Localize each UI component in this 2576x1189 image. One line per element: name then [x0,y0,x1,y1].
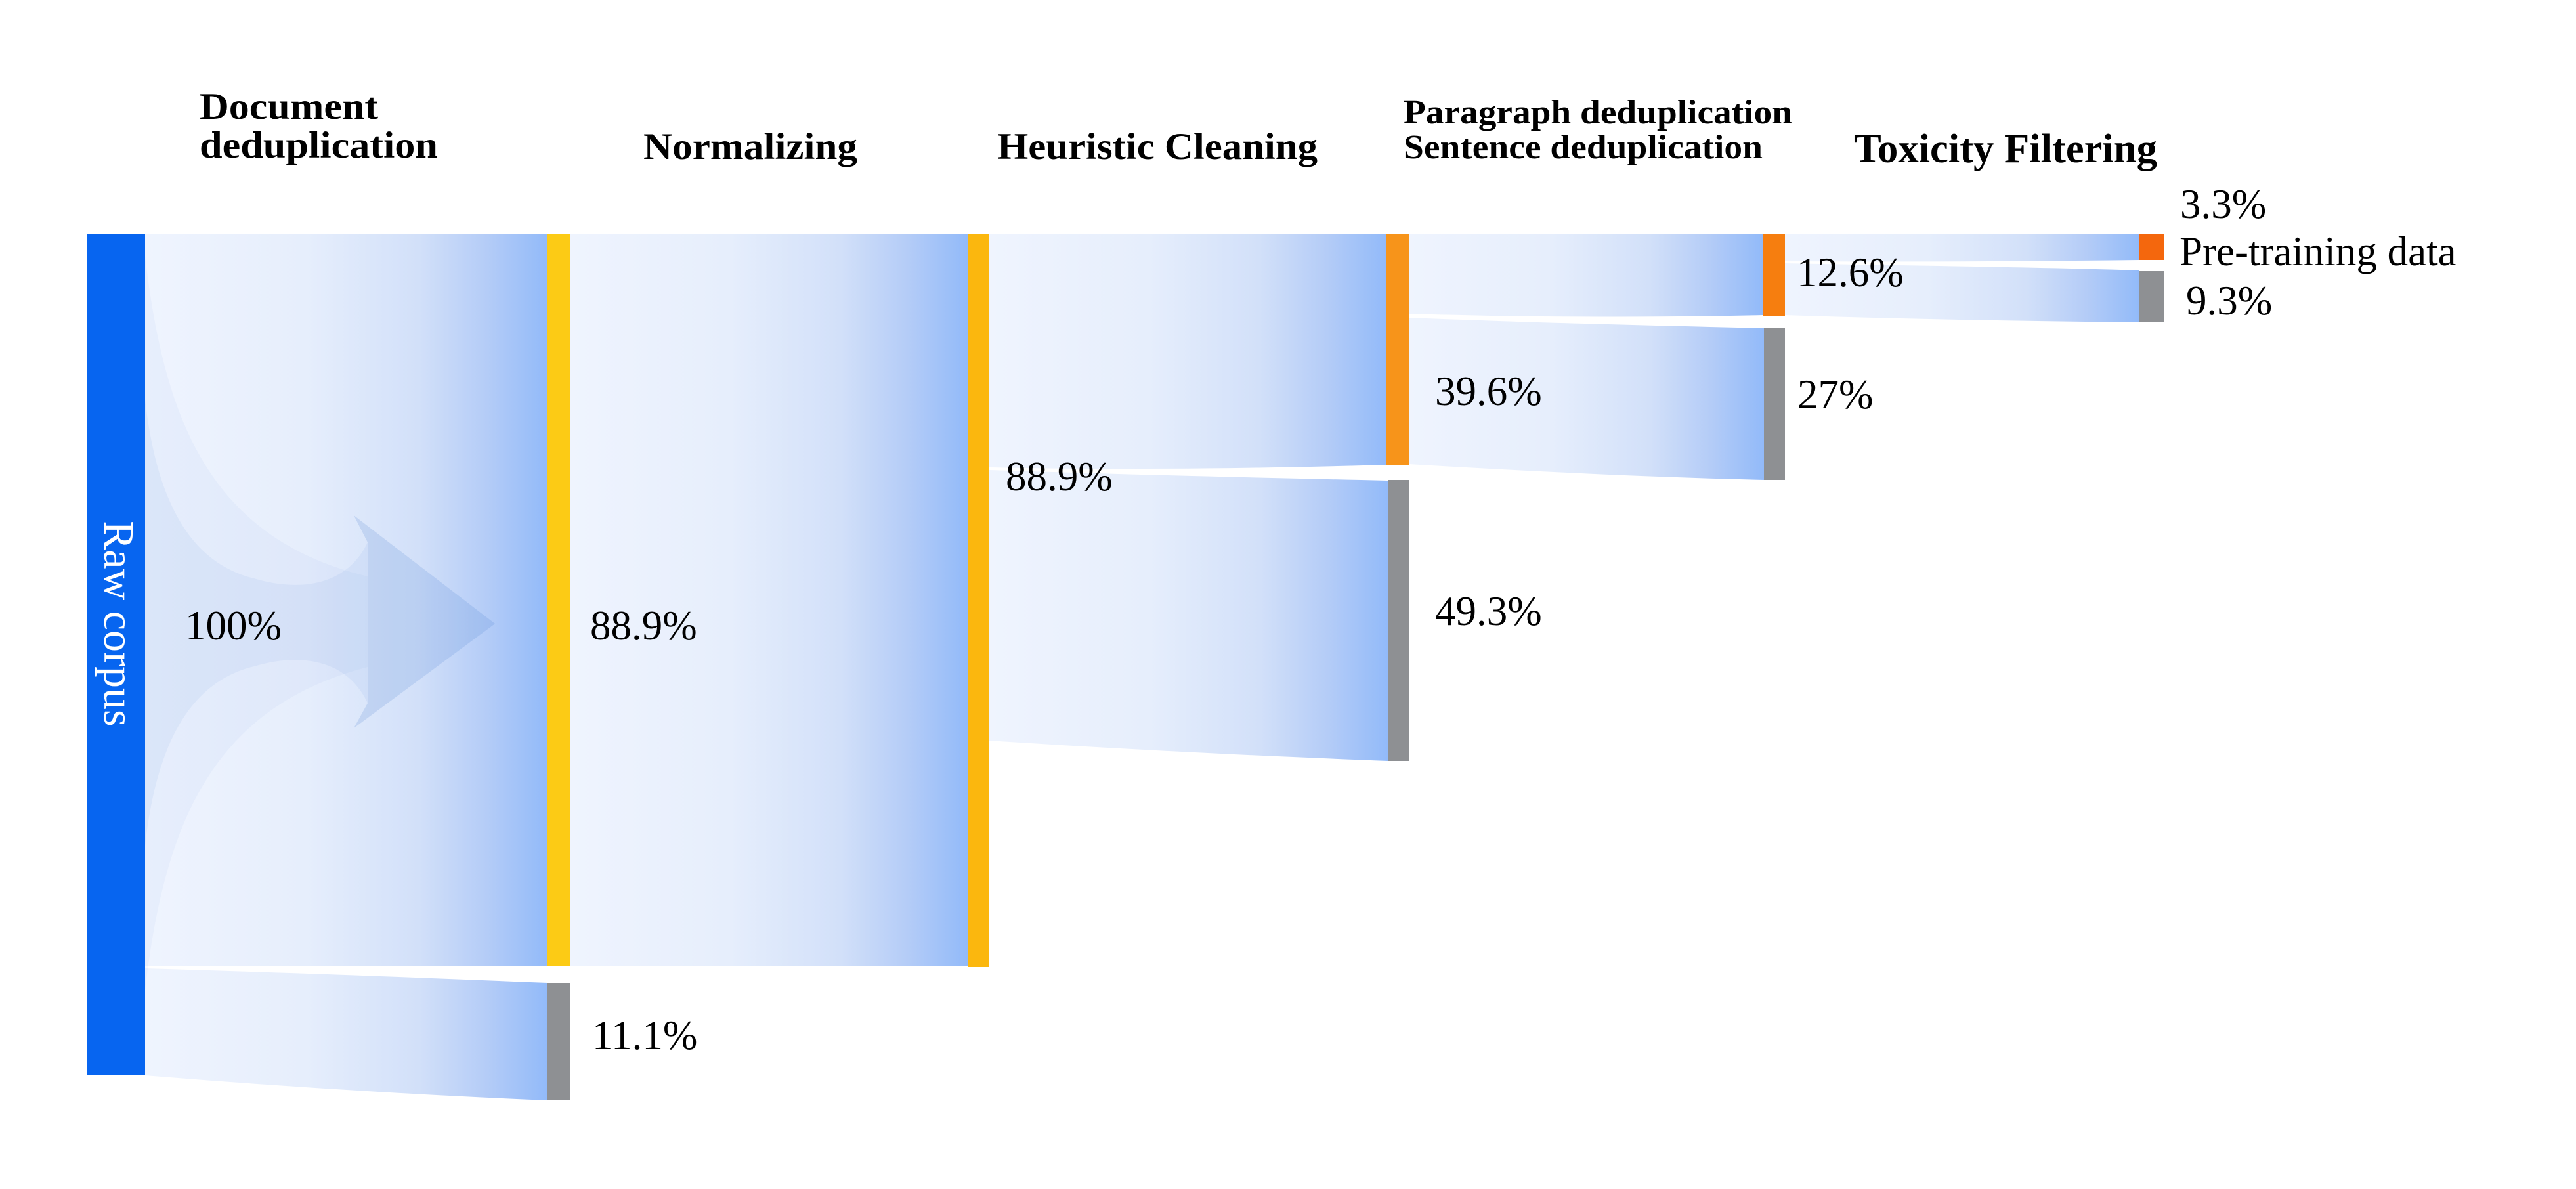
svg-text:Document: Document [200,86,378,127]
svg-text:Raw corpus: Raw corpus [95,521,142,726]
svg-text:3.3%: 3.3% [2180,181,2266,227]
svg-text:88.9%: 88.9% [1006,454,1113,500]
svg-text:Paragraph deduplication: Paragraph deduplication [1404,94,1792,131]
svg-text:11.1%: 11.1% [592,1012,697,1058]
svg-text:Pre-training data: Pre-training data [2179,228,2457,274]
svg-text:39.6%: 39.6% [1435,368,1542,414]
svg-text:Normalizing: Normalizing [643,126,857,167]
svg-text:Toxicity Filtering: Toxicity Filtering [1854,127,2157,171]
svg-text:9.3%: 9.3% [2186,278,2272,324]
svg-text:Heuristic Cleaning: Heuristic Cleaning [997,126,1318,167]
svg-text:88.9%: 88.9% [590,603,697,649]
svg-text:100%: 100% [185,603,282,649]
svg-text:Sentence deduplication: Sentence deduplication [1404,129,1763,166]
svg-text:12.6%: 12.6% [1797,249,1904,295]
svg-text:27%: 27% [1797,372,1873,418]
svg-text:deduplication: deduplication [200,125,438,166]
svg-text:49.3%: 49.3% [1435,588,1542,634]
